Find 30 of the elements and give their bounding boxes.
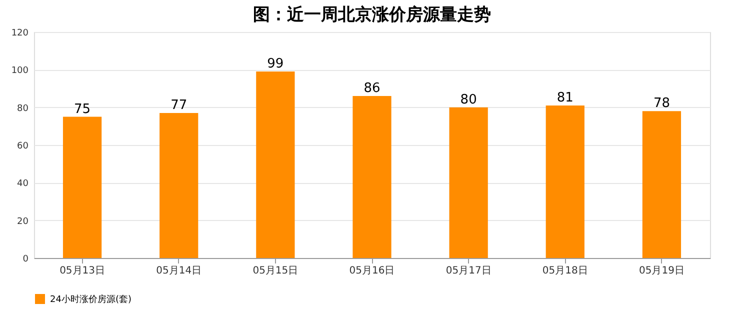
x-tick-label: 05月15日: [252, 266, 298, 276]
legend-label: 24小时涨价房源(套): [50, 294, 132, 305]
y-tick-label: 40: [17, 179, 29, 190]
data-label: 78: [653, 96, 670, 112]
y-tick-label: 0: [22, 254, 29, 264]
data-label: 86: [364, 81, 380, 96]
x-tick-label: 05月13日: [60, 266, 106, 276]
y-tick-label: 20: [17, 216, 29, 227]
x-tick-label: 05月19日: [638, 266, 684, 276]
bar: [352, 96, 392, 258]
data-label: 75: [74, 102, 91, 117]
bar: [160, 112, 198, 258]
y-tick-label: 100: [11, 66, 29, 76]
bar: [62, 116, 102, 258]
bar: [256, 72, 295, 258]
data-label: 81: [556, 90, 574, 106]
y-tick-label: 120: [11, 28, 29, 38]
x-tick-label: 05月17日: [446, 266, 492, 276]
data-label: 99: [267, 56, 284, 72]
x-tick-label: 05月16日: [349, 266, 395, 276]
bar: [642, 111, 682, 258]
data-label: 77: [170, 98, 188, 113]
chart-title: 图：近一周北京涨价房源量走势: [253, 5, 491, 25]
y-tick-label: 60: [17, 142, 29, 152]
bar: [546, 105, 584, 258]
y-tick-label: 80: [17, 104, 29, 114]
bar: [449, 107, 488, 258]
x-tick-label: 05月18日: [542, 266, 588, 276]
data-label: 80: [460, 92, 477, 108]
x-tick-label: 05月14日: [156, 266, 202, 276]
